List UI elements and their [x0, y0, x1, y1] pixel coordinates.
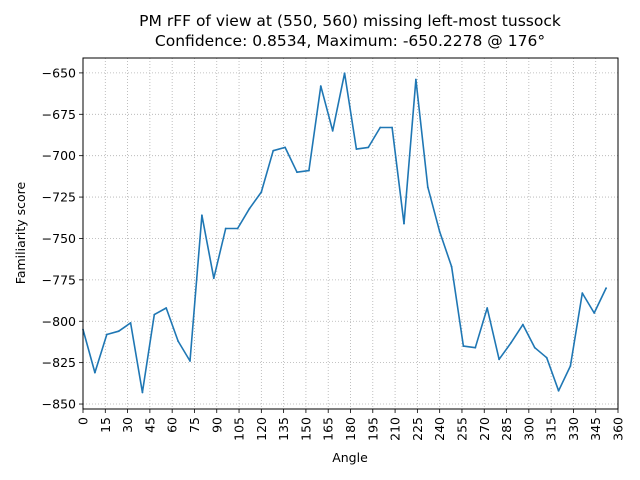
data-point	[426, 186, 429, 189]
x-tick-label: 315	[544, 417, 559, 441]
data-point	[117, 330, 120, 333]
x-tick-label: 15	[98, 417, 113, 433]
data-point	[510, 341, 512, 344]
data-point	[450, 265, 453, 268]
data-point	[414, 78, 417, 81]
data-point	[605, 287, 608, 290]
x-tick-label: 0	[76, 417, 91, 425]
x-tick-label: 345	[588, 417, 603, 441]
x-tick-label: 90	[209, 417, 224, 433]
x-tick-label: 75	[187, 417, 202, 433]
data-point	[284, 146, 287, 149]
data-point	[189, 360, 191, 362]
y-tick-label: −775	[42, 272, 76, 287]
data-point	[367, 146, 370, 149]
series-line	[82, 72, 607, 394]
x-tick-label: 45	[142, 417, 157, 433]
x-tick-label: 165	[321, 417, 336, 441]
data-point	[272, 149, 275, 152]
data-point	[319, 85, 322, 88]
data-point	[129, 322, 132, 324]
x-tick-label: 300	[521, 417, 536, 441]
data-point	[593, 312, 596, 314]
data-point	[391, 126, 394, 129]
y-tick-label: −825	[42, 355, 76, 370]
data-point	[521, 323, 524, 326]
x-tick-label: 105	[232, 417, 247, 441]
data-point	[545, 356, 548, 359]
data-point	[307, 169, 310, 172]
data-point	[200, 214, 203, 217]
data-point	[331, 129, 334, 132]
data-point	[141, 391, 144, 394]
data-point	[403, 222, 405, 225]
data-point	[105, 333, 108, 336]
x-tick-label: 120	[254, 417, 269, 441]
data-point	[438, 230, 441, 233]
x-tick-label: 180	[343, 417, 358, 441]
data-point	[212, 277, 215, 280]
x-tick-label: 195	[365, 417, 380, 441]
data-point	[379, 126, 382, 129]
x-tick-label: 255	[454, 417, 469, 441]
y-tick-label: −850	[42, 397, 76, 412]
data-point	[355, 148, 358, 150]
x-axis-ticks: 0 15 30 45 60 75 90 105 120 135 150 165 180 195 210 225…	[76, 409, 626, 441]
x-tick-label: 30	[120, 417, 135, 433]
x-tick-label: 150	[298, 417, 313, 441]
x-tick-label: 285	[499, 417, 514, 441]
chart-title: PM rFF of view at (550, 560) missing lef…	[139, 12, 561, 30]
data-point	[343, 72, 346, 75]
data-point	[165, 307, 168, 309]
x-tick-label: 270	[477, 417, 492, 441]
x-tick-label: 210	[388, 417, 403, 441]
x-tick-label: 360	[611, 417, 626, 441]
data-point	[224, 227, 227, 230]
data-point	[462, 345, 465, 347]
x-tick-label: 225	[410, 417, 425, 441]
data-point	[557, 389, 560, 392]
y-tick-label: −700	[42, 148, 76, 163]
y-tick-label: −800	[42, 314, 76, 329]
y-tick-label: −750	[42, 231, 76, 246]
x-axis-label: Angle	[332, 450, 368, 465]
data-point	[296, 171, 298, 174]
y-tick-label: −725	[42, 190, 76, 205]
x-tick-label: 240	[432, 417, 447, 441]
data-point	[581, 292, 584, 295]
data-point	[248, 207, 251, 210]
data-point	[93, 371, 96, 374]
y-axis-ticks: −850 −825 −800 −775 −750 −725 −700 −675 −650	[42, 65, 83, 412]
data-series	[82, 72, 608, 394]
data-point	[533, 346, 536, 349]
data-point	[498, 358, 501, 361]
x-tick-label: 135	[276, 417, 291, 441]
data-point	[260, 191, 263, 194]
y-tick-label: −650	[42, 65, 76, 80]
x-tick-label: 60	[165, 417, 180, 433]
data-point	[236, 227, 239, 230]
y-axis-label: Familiarity score	[13, 181, 28, 284]
chart-subtitle: Confidence: 0.8534, Maximum: -650.2278 @…	[155, 32, 545, 50]
y-tick-label: −675	[42, 107, 76, 122]
data-point	[153, 313, 156, 316]
data-point	[474, 346, 477, 349]
plot-area-frame	[82, 57, 619, 410]
data-point	[177, 340, 180, 343]
data-point	[569, 365, 572, 367]
x-tick-label: 330	[566, 417, 581, 441]
data-point	[486, 307, 489, 309]
